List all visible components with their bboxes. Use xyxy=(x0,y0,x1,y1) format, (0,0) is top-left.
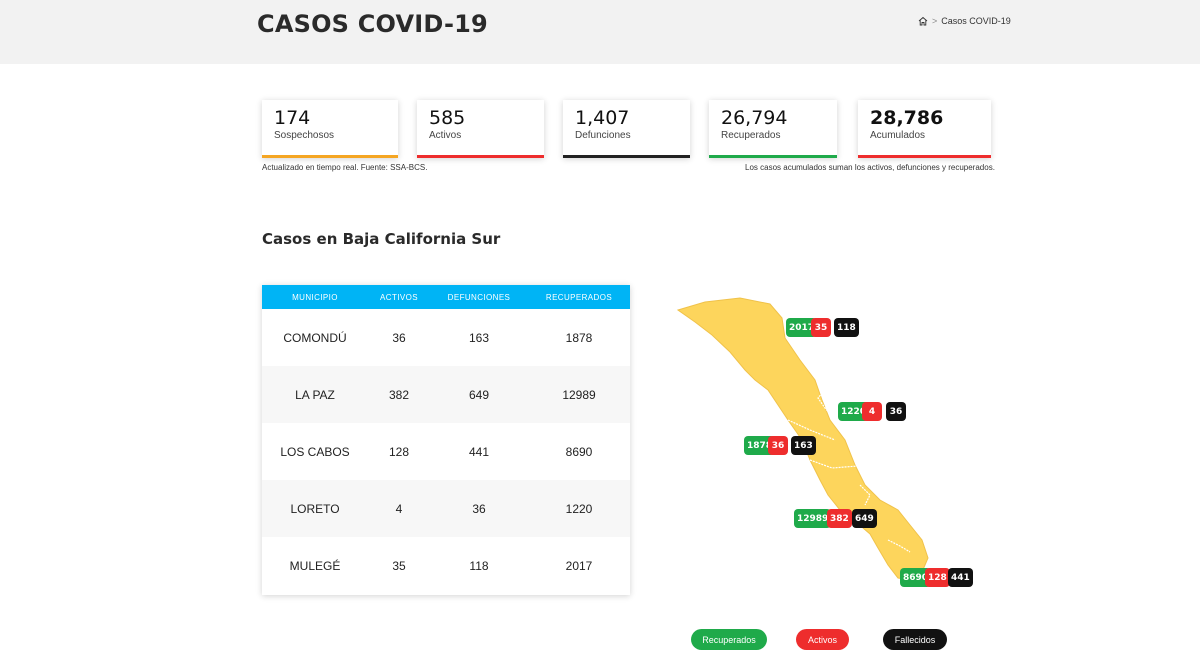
loreto-recuperados-badge[interactable]: 1220 xyxy=(838,402,870,421)
lapaz-activos-badge[interactable]: 382 xyxy=(827,509,852,528)
bcs-map: 2017 35 118 1220 4 36 1878 36 163 12989 … xyxy=(660,290,1000,600)
source-note: Actualizado en tiempo real. Fuente: SSA-… xyxy=(262,163,428,172)
defunciones-bar xyxy=(563,155,690,158)
sospechosos-value: 174 xyxy=(274,107,311,129)
header-municipio: MUNICIPIO xyxy=(292,292,338,302)
section-title: Casos en Baja California Sur xyxy=(262,230,501,248)
legend-recuperados-button[interactable]: Recuperados xyxy=(691,629,767,650)
lapaz-recuperados-badge[interactable]: 12989 xyxy=(794,509,832,528)
header-activos: ACTIVOS xyxy=(380,292,418,302)
legend-fallecidos-button[interactable]: Fallecidos xyxy=(883,629,947,650)
page-header: CASOS COVID-19 > Casos COVID-19 xyxy=(0,0,1200,64)
cell-activos: 35 xyxy=(392,558,406,573)
table-header-row: MUNICIPIO ACTIVOS DEFUNCIONES RECUPERADO… xyxy=(262,285,630,309)
cell-municipio: MULEGÉ xyxy=(289,558,341,573)
loreto-activos-badge[interactable]: 4 xyxy=(862,402,882,421)
cell-defunciones: 163 xyxy=(468,330,490,345)
cell-recuperados: 8690 xyxy=(565,444,593,459)
breadcrumb-separator-icon: > xyxy=(932,16,938,26)
recuperados-value: 26,794 xyxy=(721,107,788,129)
acumulados-value: 28,786 xyxy=(870,107,944,129)
cell-activos: 128 xyxy=(388,444,410,459)
cell-recuperados: 1220 xyxy=(565,501,593,516)
defunciones-label: Defunciones xyxy=(575,130,631,141)
mulege-recuperados-badge[interactable]: 2017 xyxy=(786,318,818,337)
cell-defunciones: 649 xyxy=(468,387,490,402)
legend-activos-button[interactable]: Activos xyxy=(796,629,849,650)
table-row: MULEGÉ 35 118 2017 xyxy=(262,537,630,594)
page-title: CASOS COVID-19 xyxy=(257,10,488,38)
lapaz-fallecidos-badge[interactable]: 649 xyxy=(852,509,877,528)
table-row: LOS CABOS 128 441 8690 xyxy=(262,423,630,480)
table-row: LORETO 4 36 1220 xyxy=(262,480,630,537)
acumulados-label: Acumulados xyxy=(870,130,926,141)
cell-municipio: LA PAZ xyxy=(295,387,335,402)
municipios-table: MUNICIPIO ACTIVOS DEFUNCIONES RECUPERADO… xyxy=(262,285,630,595)
loscabos-recuperados-badge[interactable]: 8690 xyxy=(900,568,932,587)
header-recuperados: RECUPERADOS xyxy=(545,292,613,302)
accumulated-note: Los casos acumulados suman los activos, … xyxy=(745,163,995,172)
recuperados-bar xyxy=(709,155,837,158)
cell-recuperados: 2017 xyxy=(565,558,593,573)
cell-municipio: LOS CABOS xyxy=(280,444,350,459)
card-sospechosos: 174 Sospechosos xyxy=(262,100,398,158)
acumulados-bar xyxy=(858,155,991,158)
loscabos-fallecidos-badge[interactable]: 441 xyxy=(948,568,973,587)
cell-activos: 4 xyxy=(395,501,403,516)
mulege-activos-badge[interactable]: 35 xyxy=(811,318,831,337)
card-acumulados: 28,786 Acumulados xyxy=(858,100,991,158)
cell-municipio: LORETO xyxy=(290,501,340,516)
loscabos-activos-badge[interactable]: 128 xyxy=(925,568,950,587)
sospechosos-label: Sospechosos xyxy=(274,130,335,141)
card-recuperados: 26,794 Recuperados xyxy=(709,100,837,158)
cell-defunciones: 118 xyxy=(469,558,489,573)
breadcrumb-current[interactable]: Casos COVID-19 xyxy=(941,16,1011,26)
sospechosos-bar xyxy=(262,155,398,158)
cell-activos: 36 xyxy=(392,330,406,345)
recuperados-label: Recuperados xyxy=(721,130,781,141)
mulege-fallecidos-badge[interactable]: 118 xyxy=(834,318,859,337)
table-row: LA PAZ 382 649 12989 xyxy=(262,366,630,423)
defunciones-value: 1,407 xyxy=(575,107,630,129)
activos-value: 585 xyxy=(429,107,466,129)
municipio-borders xyxy=(787,379,911,553)
loreto-fallecidos-badge[interactable]: 36 xyxy=(886,402,906,421)
comondu-recuperados-badge[interactable]: 1878 xyxy=(744,436,776,455)
comondu-fallecidos-badge[interactable]: 163 xyxy=(791,436,816,455)
bcs-map-shape xyxy=(676,297,929,581)
card-defunciones: 1,407 Defunciones xyxy=(563,100,690,158)
card-activos: 585 Activos xyxy=(417,100,544,158)
activos-bar xyxy=(417,155,544,158)
cell-municipio: COMONDÚ xyxy=(283,330,347,345)
cell-recuperados: 1878 xyxy=(565,330,593,345)
cell-defunciones: 441 xyxy=(468,444,490,459)
cell-activos: 382 xyxy=(388,387,410,402)
activos-label: Activos xyxy=(429,130,462,141)
home-icon[interactable] xyxy=(918,16,928,26)
header-defunciones: DEFUNCIONES xyxy=(447,292,511,302)
cell-recuperados: 12989 xyxy=(562,387,596,402)
comondu-activos-badge[interactable]: 36 xyxy=(768,436,788,455)
table-row: COMONDÚ 36 163 1878 xyxy=(262,309,630,366)
breadcrumb: > Casos COVID-19 xyxy=(918,16,1011,26)
cell-defunciones: 36 xyxy=(472,501,486,516)
